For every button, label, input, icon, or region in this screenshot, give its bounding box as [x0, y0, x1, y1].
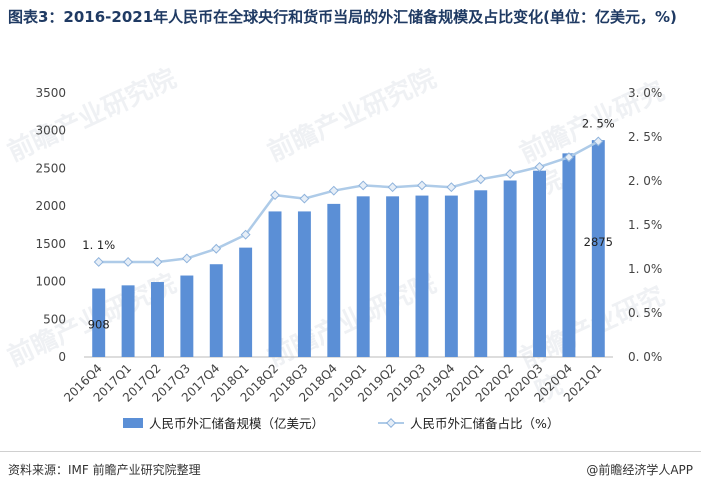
- legend-bar-swatch: [123, 418, 143, 428]
- y-right-tick-label: 2. 0%: [628, 174, 662, 188]
- source-text: 资料来源：IMF 前瞻产业研究院整理: [8, 463, 201, 477]
- line-point: [446, 182, 457, 193]
- line-point: [417, 180, 427, 191]
- bar: [474, 190, 488, 357]
- line-point: [563, 152, 574, 163]
- line-point: [211, 243, 222, 254]
- bar: [503, 180, 517, 357]
- y-right-tick-label: 1. 5%: [628, 218, 662, 232]
- line-point: [328, 185, 339, 196]
- line-point: [181, 253, 192, 264]
- line-point: [270, 190, 280, 201]
- bar: [444, 195, 458, 357]
- line-point: [475, 174, 486, 185]
- point-label-last: 2. 5%: [582, 116, 615, 130]
- y-right-tick-label: 3. 0%: [628, 86, 662, 100]
- series-line: [98, 140, 599, 264]
- line-point: [240, 229, 251, 240]
- data-labels: 908 2875 1. 1% 2. 5%: [82, 116, 615, 331]
- bar: [121, 285, 135, 357]
- y-right-tick-label: 2. 5%: [628, 130, 662, 144]
- y-right-tick-label: 0. 0%: [628, 350, 662, 364]
- bar: [92, 288, 106, 357]
- bar: [327, 203, 341, 357]
- bar: [239, 247, 253, 357]
- x-axis: 2016Q42017Q12017Q22017Q32017Q42018Q12018…: [61, 361, 604, 405]
- brand-text: @前瞻经济学人APP: [586, 463, 693, 477]
- bar: [151, 282, 164, 357]
- y-right-tick-label: 0. 5%: [628, 306, 662, 320]
- bar: [415, 195, 429, 357]
- bar: [356, 196, 370, 357]
- bar: [562, 153, 576, 357]
- y-left-tick-label: 3000: [35, 124, 66, 138]
- bar-series: [92, 140, 605, 357]
- legend-line-marker: [386, 418, 396, 428]
- bar-label-first: 908: [88, 318, 110, 332]
- legend-line-label: 人民币外汇储备占比（%）: [410, 416, 559, 431]
- y-axis-right: 0. 0% 0. 5% 1. 0% 1. 5% 2. 0% 2. 5% 3. 0%: [628, 86, 662, 364]
- footer: 资料来源：IMF 前瞻产业研究院整理 @前瞻经济学人APP: [0, 451, 701, 487]
- line-series: [93, 136, 604, 267]
- bar: [591, 140, 605, 357]
- bar-label-last: 2875: [584, 235, 613, 249]
- bar: [180, 275, 194, 357]
- bar: [533, 170, 546, 357]
- line-point: [534, 161, 545, 172]
- bar: [297, 211, 311, 357]
- legend: 人民币外汇储备规模（亿美元） 人民币外汇储备占比（%）: [123, 416, 559, 431]
- y-left-tick-label: 2500: [35, 161, 66, 175]
- y-axis-left: 0 500 1000 1500 2000 2500 3000 3500: [35, 86, 66, 364]
- line-point: [93, 257, 104, 267]
- legend-bar-label: 人民币外汇储备规模（亿美元）: [149, 416, 324, 431]
- line-point: [387, 182, 398, 193]
- line-point: [505, 169, 516, 179]
- combo-chart: 0 500 1000 1500 2000 2500 3000 3500 0. 0% 0. 5% 1…: [35, 86, 662, 431]
- y-left-tick-label: 3500: [35, 86, 66, 100]
- y-left-tick-label: 500: [43, 312, 66, 326]
- y-left-tick-label: 1500: [35, 237, 66, 251]
- line-point: [152, 257, 163, 267]
- bar: [268, 211, 282, 357]
- line-point: [123, 257, 134, 267]
- y-left-tick-label: 1000: [35, 275, 66, 289]
- bar: [209, 264, 223, 357]
- y-left-tick-label: 0: [58, 350, 66, 364]
- bar: [386, 196, 400, 357]
- line-point: [593, 136, 604, 147]
- point-label-first: 1. 1%: [82, 238, 115, 252]
- y-left-tick-label: 2000: [35, 199, 66, 213]
- y-right-tick-label: 1. 0%: [628, 262, 662, 276]
- line-point: [299, 193, 310, 204]
- chart-title: 图表3：2016-2021年人民币在全球央行和货币当局的外汇储备规模及占比变化(…: [8, 8, 677, 26]
- line-point: [358, 180, 369, 191]
